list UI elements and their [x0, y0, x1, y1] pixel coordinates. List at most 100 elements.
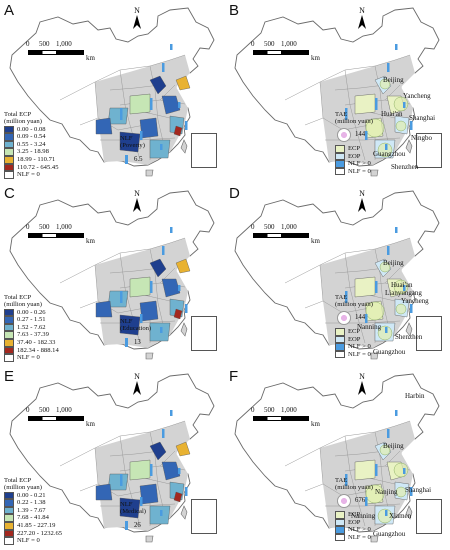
- tae-region: [354, 459, 376, 481]
- ecp-region: [129, 459, 151, 481]
- scale-unit: km: [86, 54, 95, 62]
- province-border: [149, 420, 186, 433]
- legend-item: 1.52 - 7.62: [4, 324, 59, 332]
- legend-range: 0.09 - 0.54: [17, 133, 46, 141]
- province-border: [119, 435, 131, 492]
- legend-range: 0.00 - 0.21: [17, 491, 46, 499]
- south-china-sea-inset: [416, 133, 442, 168]
- scale-unit: km: [311, 420, 320, 428]
- legend-swatch: [335, 152, 345, 161]
- south-china-sea-inset: [416, 499, 442, 534]
- scale-tick: 1,000: [281, 223, 297, 231]
- legend-item: ECP: [335, 328, 371, 336]
- nlf-bar-mark: [150, 464, 153, 476]
- nlf-title: NLF: [120, 135, 133, 142]
- tae-value: 676: [355, 497, 366, 504]
- province-border: [344, 252, 356, 309]
- legend-swatch: [4, 331, 14, 339]
- map-panel-e: E N 0 500 1,000 km Total ECP (million yuan) 0.00…: [0, 366, 225, 549]
- city-label: Guangzhou: [373, 150, 406, 158]
- legend-item: NLF = 0: [4, 537, 62, 545]
- legend-range: 0.55 - 3.24: [17, 140, 46, 148]
- legend-range: 7.68 - 41.84: [17, 514, 49, 522]
- ecp-region: [95, 483, 113, 501]
- legend-range: 0.00 - 0.08: [17, 125, 46, 133]
- scale-tick: 0: [26, 406, 30, 414]
- ecp-region: [107, 473, 129, 491]
- nlf-bar-mark: [162, 429, 165, 438]
- legend-range: 227.20 - 1232.65: [17, 529, 63, 537]
- province-border: [319, 447, 376, 497]
- legend-item: EOP: [335, 336, 371, 344]
- legend-swatch: [4, 529, 14, 538]
- ecp-region: [175, 258, 191, 274]
- legend-range: NLF = 0: [17, 537, 40, 545]
- legend-item: EOP: [335, 519, 371, 527]
- scale-graphic: [28, 233, 84, 238]
- city-label: Nanjing: [375, 488, 398, 496]
- province-border: [284, 431, 376, 467]
- map-panel-f: F N 0 500 1,000 km TAE (million yuan) 676 ECP EOP N…: [225, 366, 450, 549]
- tae-legend: TAE (million yuan): [335, 294, 373, 309]
- legend-swatch: [335, 160, 345, 168]
- legend-swatch: [4, 514, 14, 522]
- city-label: Harbin: [405, 392, 425, 400]
- tae-region: [354, 93, 376, 115]
- china-map: [234, 7, 440, 177]
- tae-circle: [365, 484, 385, 504]
- nlf-bar-mark: [385, 510, 388, 516]
- legend-label: NLF > 0: [348, 160, 371, 168]
- province-border: [119, 69, 131, 126]
- tae-title: TAE: [335, 294, 348, 301]
- nlf-value: 6.5: [134, 156, 143, 163]
- legend-range: 0.22 - 1.38: [17, 499, 46, 507]
- province-border: [59, 248, 151, 284]
- legend-item: 0.27 - 1.51: [4, 316, 59, 324]
- province-border: [79, 483, 99, 492]
- legend-item: 3.25 - 18.98: [4, 148, 59, 156]
- scale-tick: 1,000: [56, 40, 72, 48]
- legend-item: 18.99 - 110.71: [4, 156, 59, 164]
- tae-value: 144: [355, 314, 366, 321]
- nlf-bar-mark: [162, 63, 165, 72]
- province-border: [284, 248, 376, 284]
- nlf-bar-mark: [410, 121, 413, 130]
- city-label: Ningbo: [411, 134, 432, 142]
- legend-item: 1.39 - 7.67: [4, 507, 62, 515]
- province-border: [319, 264, 376, 314]
- legend-item: NLF = 0: [4, 354, 59, 362]
- scale-graphic: [253, 416, 309, 421]
- north-arrow-icon: [133, 381, 141, 395]
- taiwan-region: [180, 505, 188, 520]
- ecp-region: [107, 107, 129, 125]
- province-border: [79, 117, 99, 126]
- ecp-legend: Total ECP (million yuan) 0.00 - 0.08 0.09 -…: [4, 111, 59, 179]
- scale-tick: 0: [251, 40, 255, 48]
- legend-swatch: [4, 522, 14, 530]
- legend-item: 7.68 - 41.84: [4, 514, 62, 522]
- legend-swatch: [4, 499, 14, 507]
- hainan-region: [370, 169, 379, 177]
- china-map: [9, 190, 215, 360]
- nlf-title: NLF: [120, 501, 133, 508]
- nlf-bar-mark: [170, 44, 173, 50]
- legend-swatch: [4, 133, 14, 141]
- south-china-sea-inset: [191, 316, 217, 351]
- legend-swatch: [335, 533, 345, 542]
- tae-category-legend: ECP EOP NLF > 0 NLF = 0: [335, 511, 371, 542]
- nlf-title: (Medical): [120, 508, 146, 516]
- legend-swatch: [4, 354, 14, 362]
- province-border: [149, 237, 186, 250]
- legend-label: NLF > 0: [348, 343, 371, 351]
- legend-swatch: [4, 491, 14, 500]
- legend-range: 3.25 - 18.98: [17, 148, 49, 156]
- nlf-bar-mark: [375, 98, 378, 110]
- legend-item: EOP: [335, 153, 371, 161]
- ecp-region: [175, 441, 191, 457]
- nlf-bar-mark: [410, 304, 413, 313]
- nlf-bar-icon: [125, 338, 128, 347]
- tae-circle: [393, 462, 409, 478]
- nlf-bar-mark: [403, 468, 406, 474]
- province-border: [334, 450, 386, 457]
- nlf-bar-mark: [170, 227, 173, 233]
